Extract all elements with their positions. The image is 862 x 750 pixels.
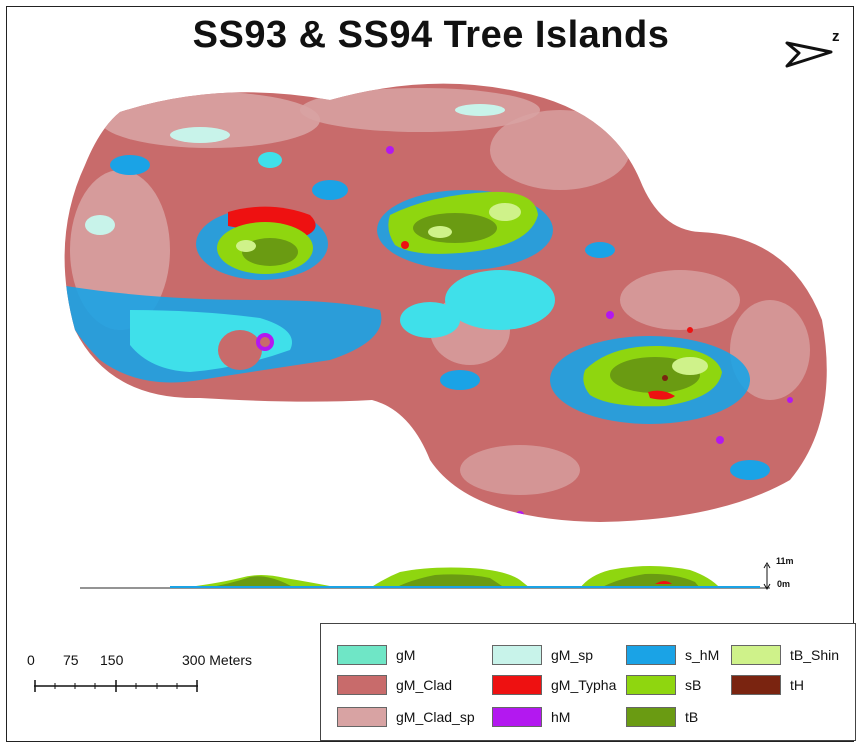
vegetation-map xyxy=(64,83,827,522)
legend-label: hM xyxy=(551,709,571,725)
scale-tick-75: 75 xyxy=(63,652,79,668)
legend-label: tB_Shin xyxy=(790,647,840,663)
legend-swatch xyxy=(731,675,781,695)
scale-bar-graphic xyxy=(34,680,198,692)
map-patches xyxy=(64,88,810,519)
legend-swatch xyxy=(337,707,387,727)
legend-swatch xyxy=(626,645,676,665)
legend-item-gM_sp: gM_sp xyxy=(492,644,593,666)
legend-item-s_hM: s_hM xyxy=(626,644,719,666)
legend-item-tB_Shin: tB_Shin xyxy=(731,644,839,666)
legend-label: gM_Clad_sp xyxy=(396,709,475,725)
legend-swatch xyxy=(626,707,676,727)
elevation-min-label: 0m xyxy=(777,579,791,589)
north-label: z xyxy=(832,28,840,45)
legend-label: gM xyxy=(396,647,416,663)
tree-island-ss93-west xyxy=(196,206,328,280)
legend-label: sB xyxy=(685,677,702,693)
map-title: SS93 & SS94 Tree Islands xyxy=(192,14,670,56)
legend-item-gM_Clad: gM_Clad xyxy=(337,674,452,696)
legend-swatch xyxy=(626,675,676,695)
legend-item-tH: tH xyxy=(731,674,804,696)
legend-label: gM_Clad xyxy=(396,677,453,693)
legend-label: gM_Typha xyxy=(551,677,617,693)
legend-item-tB: tB xyxy=(626,706,698,728)
legend-item-gM: gM xyxy=(337,644,415,666)
legend: gM gM_Clad gM_Clad_sp gM_sp gM_Typha hM … xyxy=(320,623,856,741)
tree-island-ss94 xyxy=(550,336,750,424)
scale-tick-300: 300 Meters xyxy=(182,652,253,668)
legend-item-sB: sB xyxy=(626,674,701,696)
scale-bar: 0 75 150 300 Meters xyxy=(22,652,292,692)
legend-swatch xyxy=(492,675,542,695)
elevation-max-label: 11m xyxy=(776,556,794,566)
tree-island-ss93-east xyxy=(377,190,553,270)
legend-swatch xyxy=(492,645,542,665)
legend-swatch xyxy=(337,645,387,665)
elevation-profile xyxy=(80,562,771,590)
scale-tick-0: 0 xyxy=(27,652,35,668)
legend-swatch xyxy=(492,707,542,727)
scale-tick-150: 150 xyxy=(100,652,124,668)
legend-item-hM: hM xyxy=(492,706,570,728)
legend-label: gM_sp xyxy=(551,647,594,663)
north-arrow-icon xyxy=(785,41,833,68)
legend-item-gM_Typha: gM_Typha xyxy=(492,674,616,696)
legend-label: tB xyxy=(685,709,699,725)
legend-label: tH xyxy=(790,677,804,693)
legend-label: s_hM xyxy=(685,647,720,663)
legend-item-gM_Clad_sp: gM_Clad_sp xyxy=(337,706,475,728)
legend-swatch xyxy=(337,675,387,695)
legend-swatch xyxy=(731,645,781,665)
